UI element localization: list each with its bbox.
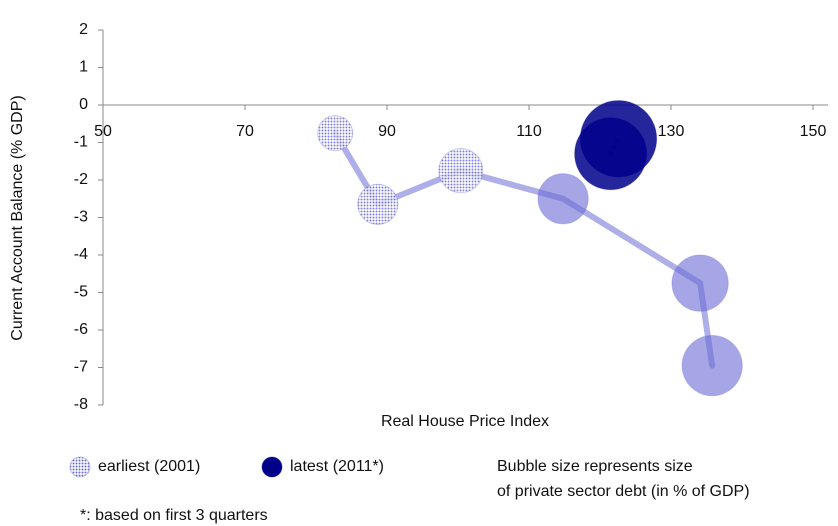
y-tick-label: 2 [79,21,88,38]
legend-swatch [261,456,283,478]
footnote: *: based on first 3 quarters [80,507,268,524]
y-tick-label: -4 [74,246,88,263]
y-axis-title: Current Account Balance (% GDP) [9,95,26,340]
x-tick-label: 90 [378,123,396,140]
y-tick-label: -3 [74,209,88,226]
bubble [357,183,399,225]
x-tick-label: 150 [800,123,827,140]
bubble [579,100,658,178]
legend-label: latest (2011*) [290,458,384,475]
x-tick-label: 50 [94,123,112,140]
bubble [537,173,589,225]
y-tick-label: -7 [74,359,88,376]
legend-label: earliest (2001) [98,458,200,475]
series-line [332,130,716,369]
x-tick-label: 110 [516,123,542,140]
note-line: of private sector debt (in % of GDP) [497,483,750,500]
x-axis-title: Real House Price Index [381,413,549,430]
y-tick-label: 1 [79,59,88,76]
y-tick-label: -5 [74,284,88,301]
x-tick-label: 130 [658,123,685,140]
y-tick-label: 0 [79,96,88,113]
bubble [317,115,354,152]
bubble [438,148,484,194]
bubble [681,335,743,397]
y-tick-label: -6 [74,321,88,338]
x-tick-label: 70 [236,123,254,140]
note-line: Bubble size represents size [497,458,693,475]
bubble [671,254,729,312]
y-tick-label: -1 [74,134,88,151]
legend-swatch [69,456,91,478]
y-tick-label: -8 [74,396,88,413]
y-tick-label: -2 [74,171,88,188]
